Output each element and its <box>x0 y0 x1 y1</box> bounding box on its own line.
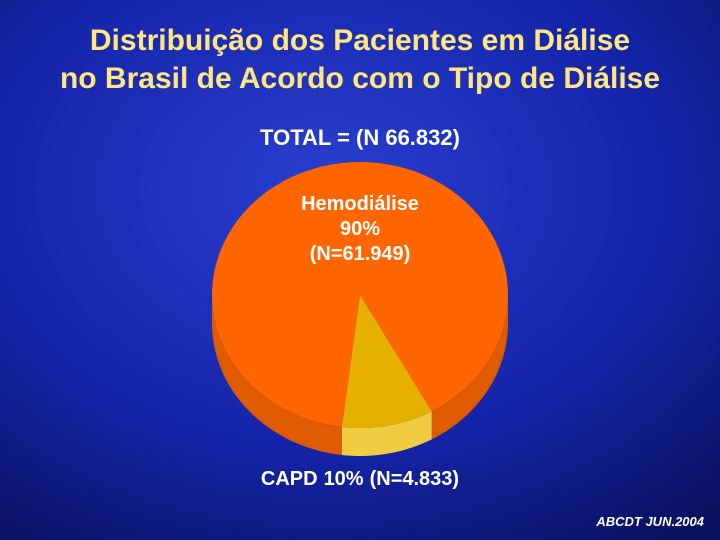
slice-label: Hemodiálise 90% (N=61.949) <box>301 193 419 265</box>
pie-slice <box>212 162 508 428</box>
slice-label-part: CAPD <box>261 468 318 490</box>
pie-slice <box>341 295 432 428</box>
slice-label-line: 90% <box>340 218 380 240</box>
source: ABCDT JUN.2004 <box>595 514 704 529</box>
slice-label: CAPD 10% (N=4.833) <box>261 468 459 490</box>
title-line: no Brasil de Acordo com o Tipo de Diális… <box>60 62 660 95</box>
slice-label-part: (N=4.833) <box>370 468 460 490</box>
pie-slice-side <box>212 295 342 456</box>
slice-label-line: Hemodiálise <box>301 193 419 215</box>
slice-label-line: (N=61.949) <box>310 243 411 265</box>
pie-slice-side <box>431 295 508 440</box>
subtitle: TOTAL = (N 66.832) <box>260 125 460 150</box>
pie-slice-side <box>341 411 432 456</box>
slice-label-part: 10% <box>324 468 364 490</box>
title-line: Distribuição dos Pacientes em Diálise <box>90 24 630 57</box>
